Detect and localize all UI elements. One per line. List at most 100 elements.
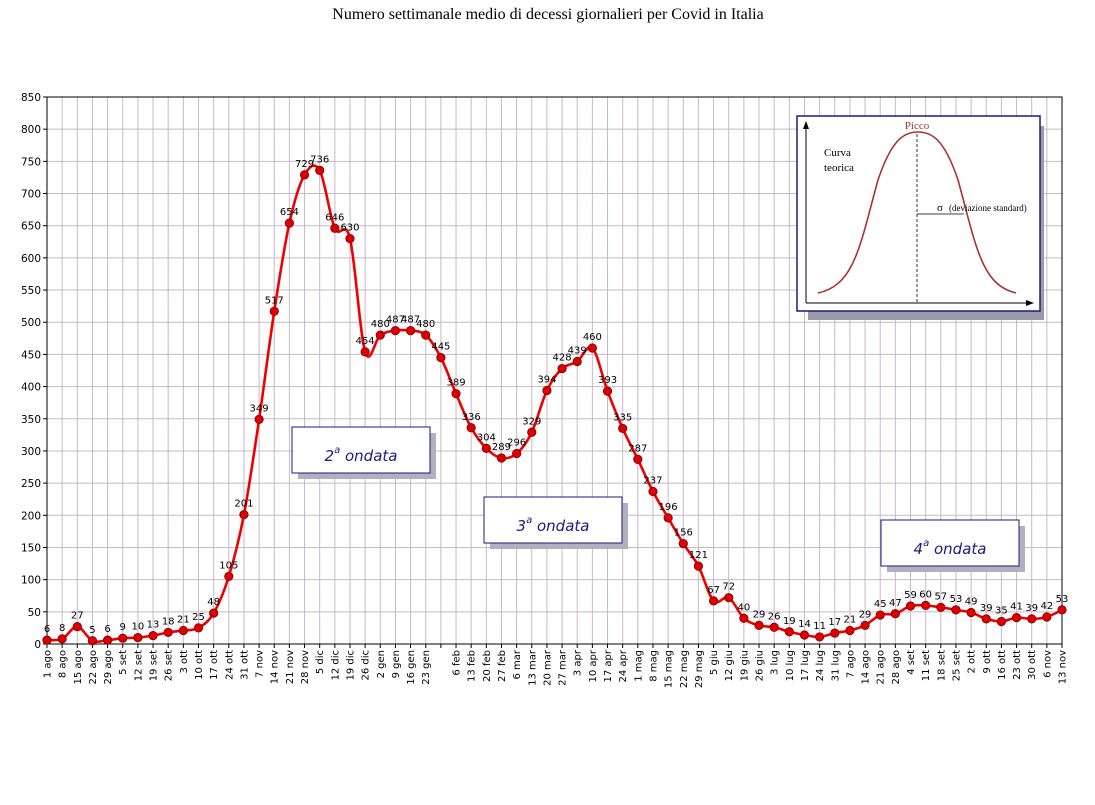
x-tick-label: 5 set xyxy=(118,650,129,675)
data-point xyxy=(860,620,870,630)
data-point xyxy=(602,386,613,396)
data-point xyxy=(57,634,67,644)
data-point xyxy=(981,614,991,624)
data-label: 53 xyxy=(1056,594,1069,605)
inset-sigma-symbol: σ xyxy=(937,202,943,214)
data-point xyxy=(693,561,704,571)
data-label: 21 xyxy=(177,614,190,625)
data-label: 57 xyxy=(934,591,947,602)
data-label: 29 xyxy=(753,609,766,620)
data-point xyxy=(269,306,279,316)
inset-theoretical-curve: Picco Curva teorica σ (deviazione standa… xyxy=(796,115,1044,320)
y-axis: 0 50 100 150 200 250 300 350 400 450 500 550 600 650 7… xyxy=(21,92,47,651)
data-label: 487 xyxy=(386,315,405,326)
data-label: 42 xyxy=(1040,601,1053,612)
data-label: 40 xyxy=(737,602,750,613)
x-tick-label: 17 ott xyxy=(209,650,220,680)
x-tick-label: 21 ago xyxy=(876,650,887,685)
x-tick-label: 19 dic xyxy=(345,650,356,681)
data-label: 6 xyxy=(104,624,110,635)
data-label: 454 xyxy=(356,336,375,347)
data-label: 18 xyxy=(162,616,175,627)
data-point xyxy=(724,593,734,603)
data-label: 67 xyxy=(707,585,720,596)
x-tick-label: 27 feb xyxy=(497,650,508,682)
data-label: 45 xyxy=(874,599,887,610)
data-point xyxy=(951,605,961,615)
inset-bell-curve xyxy=(817,131,1017,294)
x-tick-label: 2 gen xyxy=(376,650,387,678)
data-label: 17 xyxy=(828,617,841,628)
data-point xyxy=(390,326,401,336)
y-tick-label: 550 xyxy=(21,285,41,297)
data-label: 41 xyxy=(1010,602,1023,613)
data-label: 646 xyxy=(325,212,344,223)
data-point xyxy=(512,448,522,459)
data-label: 14 xyxy=(798,619,811,630)
data-point xyxy=(315,165,325,175)
data-label: 389 xyxy=(446,378,465,389)
x-tick-label: 6 nov xyxy=(1042,650,1053,678)
x-tick-label: 12 dic xyxy=(330,650,341,681)
x-tick-label: 26 dic xyxy=(361,650,372,681)
data-label: 296 xyxy=(507,438,526,449)
data-label: 35 xyxy=(995,605,1008,616)
data-point xyxy=(360,347,370,357)
data-label: 487 xyxy=(401,315,420,326)
data-markers xyxy=(42,165,1067,646)
data-label: 480 xyxy=(371,319,390,330)
x-tick-label: 10 apr xyxy=(588,649,599,682)
data-label: 10 xyxy=(132,622,145,633)
x-tick-label: 21 nov xyxy=(285,650,296,684)
data-label: 156 xyxy=(674,528,693,539)
data-point xyxy=(542,385,552,396)
x-tick-label: 14 nov xyxy=(270,650,281,684)
data-label: 29 xyxy=(859,609,872,620)
data-label: 39 xyxy=(1025,603,1038,614)
x-tick-label: 24 lug xyxy=(815,650,826,681)
x-tick-label: 3 lug xyxy=(770,650,781,675)
data-point xyxy=(345,233,355,244)
data-label: 439 xyxy=(568,345,587,356)
data-label: 304 xyxy=(477,432,496,443)
x-tick-label: 5 giu xyxy=(709,650,720,675)
x-tick-label: 10 lug xyxy=(785,650,796,681)
data-label: 105 xyxy=(219,560,238,571)
data-point xyxy=(72,622,82,632)
y-tick-label: 200 xyxy=(21,510,41,522)
data-point xyxy=(239,510,249,520)
x-tick-label: 3 ott xyxy=(179,650,190,674)
x-tick-label: 23 gen xyxy=(421,650,432,685)
annotation-wave-2: 2a ondata xyxy=(291,426,436,479)
x-tick-label: 12 set xyxy=(133,650,144,681)
data-point xyxy=(163,627,173,638)
x-tick-label: 27 mar xyxy=(558,649,569,686)
chart-title: Numero settimanale medio di decessi gior… xyxy=(332,6,763,23)
data-point xyxy=(572,356,582,367)
x-tick-label: 29 mag xyxy=(694,650,705,688)
data-point xyxy=(284,218,294,228)
data-label: 5 xyxy=(89,625,95,636)
x-tick-label: 6 feb xyxy=(452,650,463,676)
x-tick-label: 15 ago xyxy=(73,650,84,685)
data-point xyxy=(845,625,855,636)
x-tick-label: 22 mag xyxy=(679,650,690,688)
x-tick-label: 11 set xyxy=(921,650,932,681)
y-tick-label: 650 xyxy=(21,221,41,233)
data-label: 13 xyxy=(147,620,160,631)
data-label: 729 xyxy=(295,159,314,170)
data-point xyxy=(118,633,128,643)
x-tick-label: 29 ago xyxy=(103,650,114,685)
data-label: 59 xyxy=(904,590,917,601)
x-tick-label: 2 ott xyxy=(967,650,978,674)
data-point xyxy=(254,414,264,425)
y-tick-label: 600 xyxy=(21,253,41,265)
svg-text:4a ondata: 4a ondata xyxy=(914,538,987,558)
data-point xyxy=(875,610,885,620)
x-tick-label: 24 apr xyxy=(618,649,629,682)
data-label: 736 xyxy=(310,154,329,165)
inset-peak-label: Picco xyxy=(905,120,930,132)
data-point xyxy=(481,443,491,453)
